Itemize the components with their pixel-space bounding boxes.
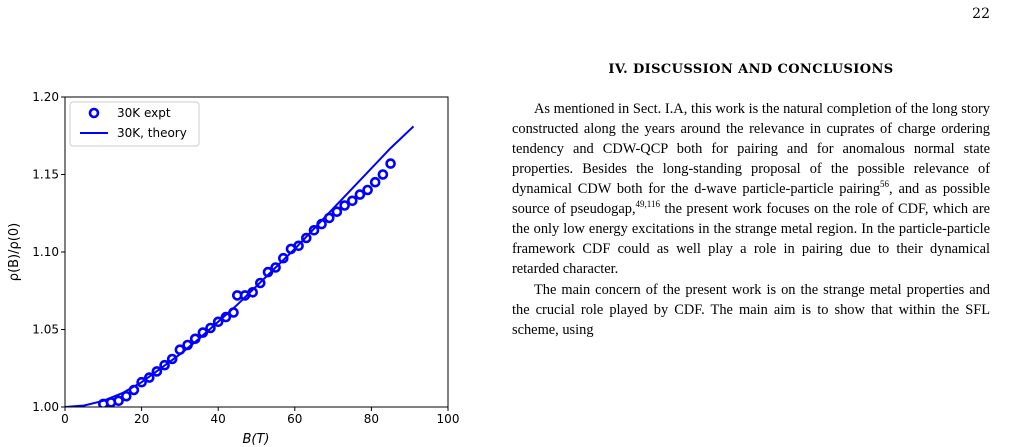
data-point <box>205 322 216 334</box>
plot-layer <box>65 125 415 407</box>
data-point <box>189 333 201 345</box>
data-point <box>270 262 281 273</box>
data-point <box>293 240 304 252</box>
data-point <box>159 359 170 371</box>
x-axis-label: B(T) <box>242 432 269 447</box>
x-tick-label: 80 <box>364 412 379 426</box>
x-tick-label: 40 <box>211 412 226 426</box>
data-point <box>220 311 232 323</box>
x-tick-label: 0 <box>61 412 69 426</box>
data-point <box>277 252 289 264</box>
x-tick-label: 20 <box>134 412 149 426</box>
text-column: IV. DISCUSSION AND CONCLUSIONS As mentio… <box>512 62 990 340</box>
data-point <box>121 390 132 402</box>
paragraph-text: the present work focuses on the role of … <box>512 201 991 277</box>
data-point <box>369 176 381 188</box>
data-point <box>174 344 186 356</box>
data-point <box>151 366 163 377</box>
data-point <box>339 200 350 211</box>
data-point <box>247 286 258 298</box>
data-point <box>323 212 335 224</box>
data-point <box>300 232 312 244</box>
paragraph-text: The main concern of the present work is … <box>512 282 990 338</box>
x-tick-label: 60 <box>287 412 302 426</box>
data-point <box>362 184 373 196</box>
data-point <box>136 376 147 388</box>
data-point <box>113 395 124 407</box>
theory-line <box>65 125 415 407</box>
legend-box <box>69 101 200 147</box>
data-point <box>262 266 274 278</box>
citation-superscript: 56 <box>880 179 890 190</box>
paragraph-text: , and as possible source of pseudogap, <box>512 181 991 217</box>
axis-ticks: 0 20 40 60 80 100 1.00 1.05 1.10 1.15 1.20 <box>32 90 459 426</box>
y-axis-label: ρ(B)/ρ(0) <box>7 223 22 281</box>
legend: 30K expt 30K, theory <box>69 101 200 147</box>
data-point <box>166 353 178 365</box>
page-number: 22 <box>972 6 990 22</box>
x-tick-label: 100 <box>437 412 460 426</box>
data-point <box>385 158 396 169</box>
citation-superscript: 49,116 <box>635 199 660 210</box>
magnetoresistance-chart: 0 20 40 60 80 100 1.00 1.05 1.10 1.15 1.20 B(T) ρ(… <box>7 90 459 447</box>
data-point <box>228 307 239 318</box>
data-point <box>144 372 155 383</box>
legend-label-theory: 30K, theory <box>117 126 187 140</box>
legend-label-expt: 30K expt <box>117 106 171 120</box>
paragraph-text: As mentioned in Sect. I.A, this work is … <box>512 101 990 197</box>
data-point <box>331 206 343 217</box>
y-tick-label: 1.00 <box>32 400 59 414</box>
y-tick-label: 1.05 <box>32 323 59 337</box>
y-tick-label: 1.20 <box>32 90 59 104</box>
data-point <box>377 169 389 180</box>
data-point <box>354 189 366 200</box>
data-point <box>182 339 193 351</box>
legend-marker-expt <box>88 107 100 119</box>
y-tick-label: 1.15 <box>32 168 59 182</box>
paragraph: As mentioned in Sect. I.A, this work is … <box>512 99 990 279</box>
data-point <box>308 225 320 236</box>
paragraph: The main concern of the present work is … <box>512 280 990 340</box>
data-point <box>212 316 224 328</box>
data-point <box>128 384 140 396</box>
data-point <box>197 327 209 338</box>
section-heading: IV. DISCUSSION AND CONCLUSIONS <box>608 62 894 77</box>
data-point <box>254 277 266 289</box>
data-point <box>346 195 358 207</box>
y-tick-label: 1.10 <box>32 245 59 259</box>
data-point <box>316 218 327 230</box>
